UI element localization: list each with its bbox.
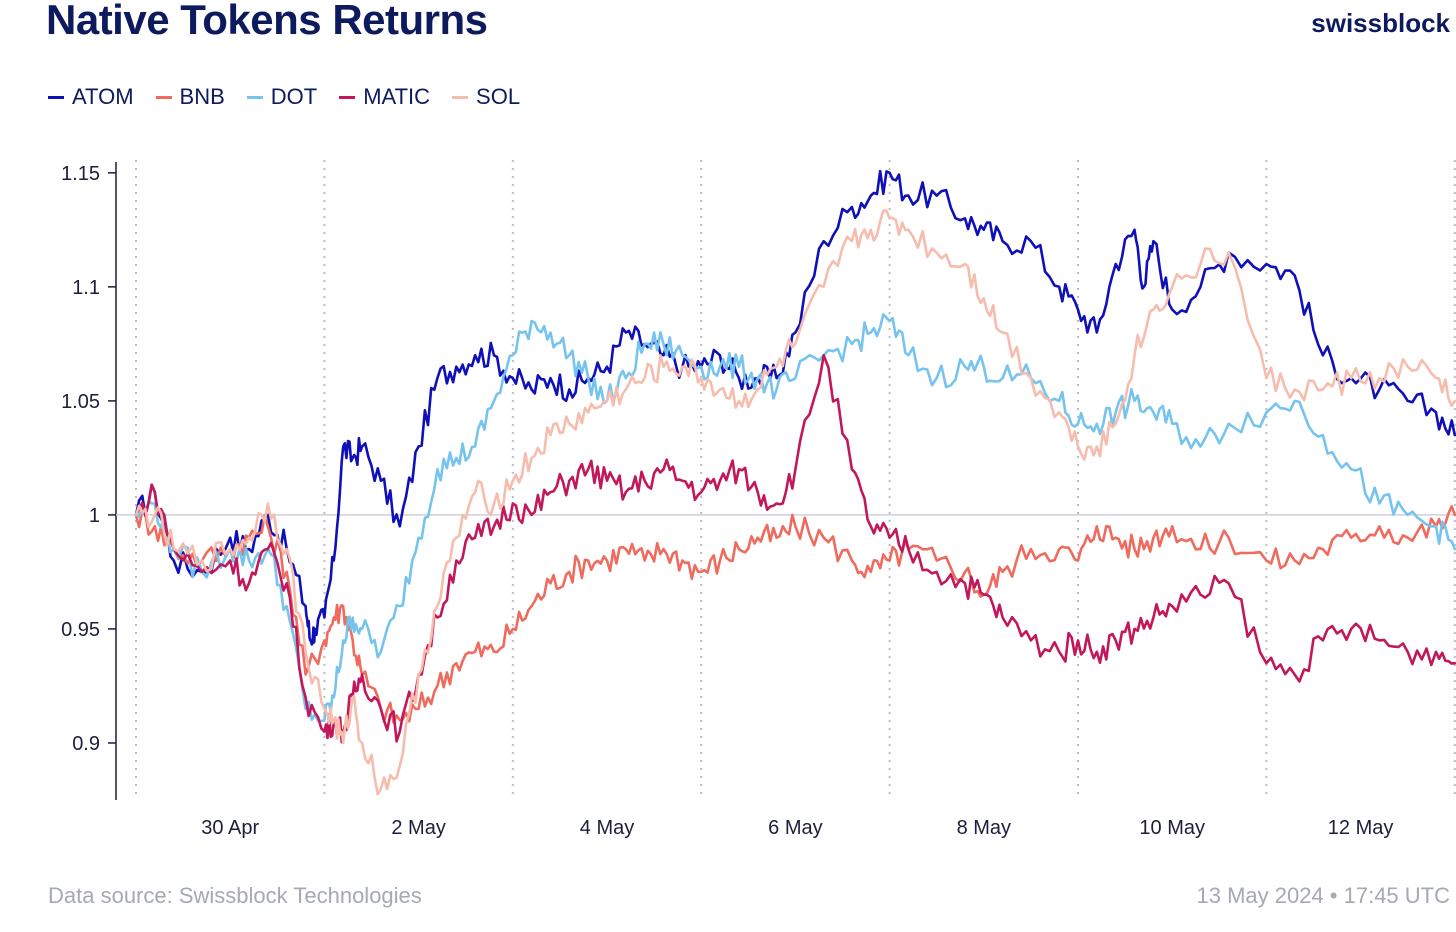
- timestamp: 13 May 2024 • 17:45 UTC: [1196, 883, 1450, 908]
- y-tick-label: 1.05: [61, 391, 100, 413]
- legend-item-sol: SOL: [452, 84, 520, 110]
- y-tick-label: 1.15: [61, 163, 100, 185]
- series-line-atom: [134, 169, 1456, 646]
- legend-label: MATIC: [363, 84, 431, 109]
- x-tick-label: 2 May: [391, 817, 445, 839]
- legend-label: SOL: [476, 84, 521, 109]
- series-line-sol: [134, 209, 1456, 796]
- brand-logo: swissblock: [1311, 8, 1450, 38]
- legend-label: DOT: [270, 84, 318, 109]
- legend-item-matic: MATIC: [339, 84, 430, 110]
- x-tick-label: 6 May: [768, 817, 822, 839]
- line-chart: 0.9 0.95 1 1.05 1.1 1.15 30 Apr 2 May 4 May 6 May…: [61, 160, 1456, 839]
- legend-item-bnb: BNB: [155, 84, 225, 110]
- y-tick-label: 1: [89, 505, 100, 527]
- series-line-bnb: [134, 505, 1456, 724]
- legend-item-dot: DOT: [246, 84, 318, 110]
- chart-title: Native Tokens Returns: [46, 0, 488, 43]
- x-tick-label: 4 May: [580, 817, 634, 839]
- legend: ATOM BNB DOT MATIC SOL: [48, 84, 520, 110]
- legend-label: ATOM: [72, 84, 134, 109]
- x-tick-label: 10 May: [1139, 817, 1205, 839]
- data-source: Data source: Swissblock Technologies: [48, 883, 422, 908]
- y-tick-label: 1.1: [72, 277, 100, 299]
- y-tick-label: 0.9: [72, 733, 100, 755]
- y-tick-label: 0.95: [61, 619, 100, 641]
- x-tick-label: 12 May: [1328, 817, 1394, 839]
- legend-label: BNB: [179, 84, 225, 109]
- x-tick-label: 30 Apr: [201, 817, 259, 839]
- legend-swatch: [48, 95, 64, 99]
- legend-swatch: [452, 95, 469, 99]
- legend-swatch: [155, 95, 172, 99]
- series-line-dot: [134, 313, 1456, 723]
- legend-swatch: [339, 95, 356, 99]
- legend-swatch: [246, 95, 263, 99]
- legend-item-atom: ATOM: [48, 84, 134, 110]
- x-tick-label: 8 May: [957, 817, 1011, 839]
- series-line-matic: [134, 354, 1456, 744]
